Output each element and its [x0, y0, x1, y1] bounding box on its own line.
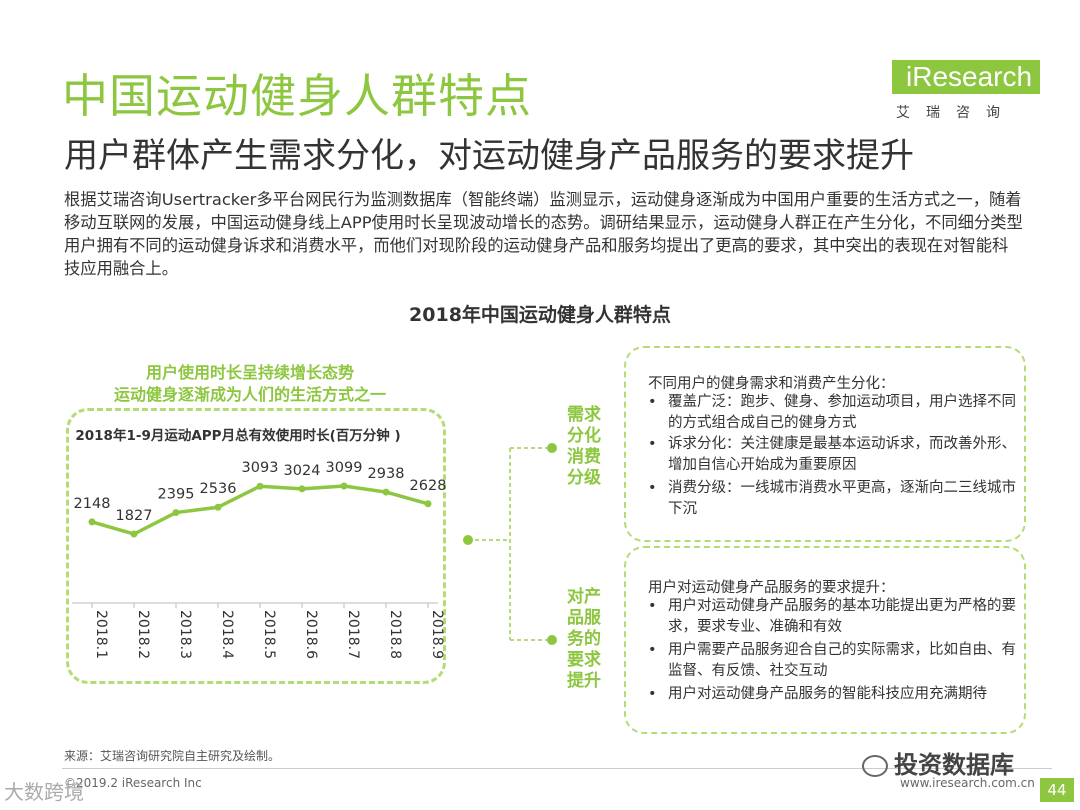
line-chart: 2018年1-9月运动APP月总有效使用时长(百万分钟 ) 2148 1827 23…: [72, 427, 446, 659]
x-tick-label: 2018.8: [387, 610, 403, 659]
watermark-right: 投资数据库: [862, 745, 1014, 780]
source-note: 来源：艾瑞咨询研究院自主研究及绘制。: [64, 749, 281, 763]
chart-title: 2018年1-9月运动APP月总有效使用时长(百万分钟 ): [75, 427, 400, 444]
box1-bullet: • 消费分级：一线城市消费水平更高，逐渐向二三线城市下沉: [648, 480, 1016, 517]
data-label: 2148: [74, 496, 111, 512]
connector-dot-bottom: [547, 635, 557, 645]
bracket-connector: [463, 443, 557, 645]
x-tick-label: 2018.1: [93, 610, 109, 659]
logo-text: iResearch: [892, 60, 1041, 94]
data-label: 1827: [116, 508, 153, 524]
page-title: 中国运动健身人群特点: [62, 69, 532, 123]
data-label: 2536: [200, 481, 237, 497]
box1-bullet: • 诉求分化：关注健康是最基本运动诉求，而改善外形、增加自信心开始成为重要原因: [648, 436, 1016, 473]
data-point: [298, 485, 306, 493]
figure-heading: 2018年中国运动健身人群特点: [409, 304, 671, 326]
box1-title: 不同用户的健身需求和消费产生分化：: [648, 376, 895, 392]
x-tick-label: 2018.9: [429, 610, 445, 659]
demand-differentiation-box: 不同用户的健身需求和消费产生分化： • 覆盖广泛：跑步、健身、参加运动项目，用户选…: [624, 346, 1026, 542]
data-label: 3099: [326, 460, 363, 476]
x-tick-label: 2018.4: [219, 610, 235, 659]
page-subtitle: 用户群体产生需求分化，对运动健身产品服务的要求提升: [64, 136, 914, 176]
box1-bullet: • 覆盖广泛：跑步、健身、参加运动项目，用户选择不同的方式组合成自己的健身方式: [648, 394, 1016, 431]
logo-subtext: 艾瑞咨询: [896, 105, 1016, 121]
box2-bullet: • 用户需要产品服务迎合自己的实际需求，比如自由、有监督、有反馈、社交互动: [648, 642, 1016, 679]
middle-label-demand: 需求分化消费分级: [567, 405, 601, 488]
x-tick-label: 2018.6: [303, 610, 319, 659]
left-caption-1: 用户使用时长呈持续增长态势: [145, 363, 354, 382]
data-label: 3024: [284, 463, 321, 479]
footer-divider: [62, 768, 1052, 769]
x-tick-label: 2018.2: [135, 610, 151, 659]
chart-frame: [66, 408, 446, 684]
data-label: 2628: [410, 478, 446, 494]
iresearch-logo: iResearch 艾瑞咨询: [886, 56, 1041, 126]
data-point: [172, 509, 180, 517]
box2-bullet: • 用户对运动健身产品服务的基本功能提出更为严格的要求，要求专业、准确和有效: [648, 598, 1016, 635]
requirement-upgrade-box: 用户对运动健身产品服务的要求提升： • 用户对运动健身产品服务的基本功能提出更为严…: [624, 546, 1026, 734]
data-point: [88, 518, 96, 526]
box2-bullet: • 用户对运动健身产品服务的智能科技应用充满期待: [648, 686, 987, 702]
data-point: [214, 503, 222, 511]
watermark-left-text: 大数跨境: [4, 780, 84, 804]
watermark-right-text: 投资数据库: [894, 751, 1014, 779]
wechat-icon: [862, 755, 888, 777]
x-tick-label: 2018.3: [177, 610, 193, 659]
watermark-left: 大数跨境: [4, 776, 84, 805]
x-tick-label: 2018.5: [261, 610, 277, 659]
middle-label-requirement: 对产品服务的要求提升: [567, 587, 601, 691]
x-tick-label: 2018.7: [345, 610, 361, 659]
data-label: 2938: [368, 466, 405, 482]
data-label: 3093: [242, 460, 279, 476]
website-url: www.iresearch.com.cn: [900, 776, 1035, 790]
connector-dot: [463, 535, 473, 545]
intro-paragraph: 根据艾瑞咨询Usertracker多平台网民行为监测数据库（智能终端）监测显示，…: [64, 190, 1023, 278]
box2-title: 用户对运动健身产品服务的要求提升：: [648, 580, 895, 596]
data-point: [424, 500, 432, 508]
data-point: [382, 488, 390, 496]
data-point: [130, 530, 138, 538]
data-point: [256, 482, 264, 490]
copyright: ©2019.2 iResearch Inc: [64, 776, 202, 790]
page-number: 44: [1040, 778, 1074, 802]
connector-dot-top: [547, 443, 557, 453]
data-point: [340, 482, 348, 490]
data-label: 2395: [158, 487, 195, 503]
left-caption-2: 运动健身逐渐成为人们的生活方式之一: [113, 385, 386, 404]
